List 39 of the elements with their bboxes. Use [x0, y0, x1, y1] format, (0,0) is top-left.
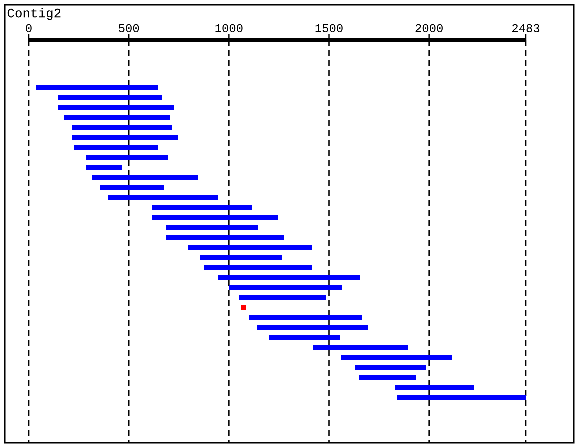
x-tick-label: 1000 [216, 24, 243, 32]
bar [108, 195, 218, 200]
x-tick-label: 500 [119, 24, 140, 32]
bar [269, 335, 340, 340]
bar [397, 395, 526, 400]
bar [86, 155, 168, 160]
chart-title: Contig2 [8, 8, 61, 20]
bar [241, 305, 246, 310]
bar [152, 205, 252, 210]
bar [359, 375, 416, 380]
bar [249, 315, 362, 320]
x-tick-label: 0 [26, 24, 32, 32]
bar [86, 165, 122, 170]
bar [313, 345, 408, 350]
bar [58, 95, 162, 100]
bar [152, 215, 278, 220]
bar [58, 105, 174, 110]
bar [166, 225, 258, 230]
bar [341, 355, 452, 360]
bar [64, 115, 170, 120]
bar [355, 365, 426, 370]
x-tick-label: 2483 [512, 24, 540, 32]
bar [100, 185, 164, 190]
bar [218, 275, 360, 280]
bar [74, 145, 158, 150]
bar [36, 85, 158, 90]
bar [257, 325, 368, 330]
bar [204, 265, 312, 270]
bar [188, 245, 312, 250]
bar [239, 295, 326, 300]
bar [200, 255, 282, 260]
bar [72, 125, 172, 130]
bar [229, 285, 342, 290]
x-tick-label: 2000 [416, 24, 443, 32]
bar [72, 135, 178, 140]
bar [92, 175, 198, 180]
bar [166, 235, 284, 240]
x-tick-label: 1500 [316, 24, 343, 32]
bar [395, 385, 474, 390]
